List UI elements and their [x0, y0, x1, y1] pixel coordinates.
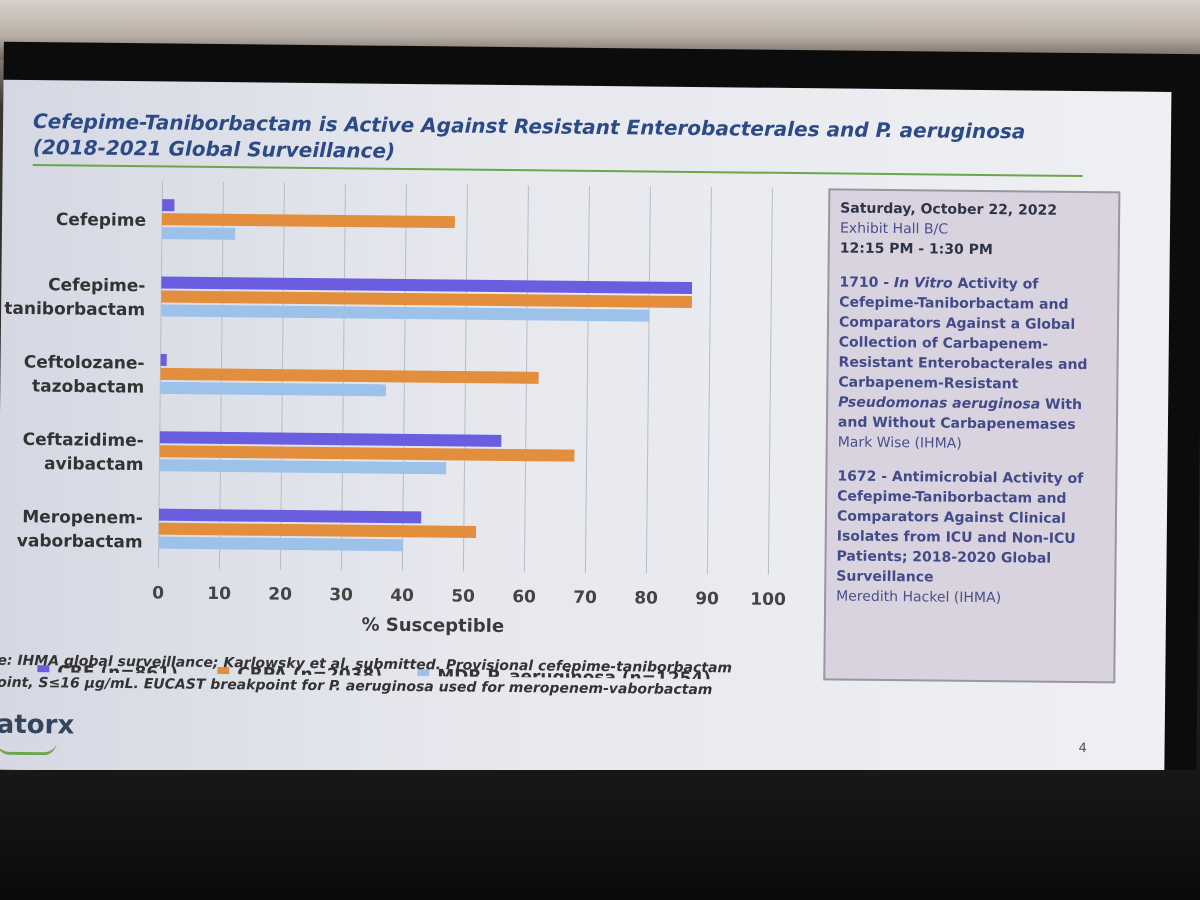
legend-label: MDR P. aeruginosa (n=1254) [437, 666, 711, 680]
footnote: e: IHMA global surveillance; Karlowsky e… [0, 650, 797, 702]
page-number: 4 [1078, 741, 1087, 757]
footnote-line2b: used for meropenem-vaborbactam [433, 679, 713, 699]
category-label: taniborbactam [4, 299, 145, 320]
x-tick-label: 90 [695, 589, 719, 609]
session-date: Saturday, October 22, 2022 [840, 200, 1058, 219]
x-tick-label: 40 [390, 586, 414, 606]
category-label: Ceftolozane- [24, 352, 145, 373]
bar [158, 508, 422, 524]
talk1-author: Mark Wise (IHMA) [837, 434, 962, 452]
bar [161, 304, 650, 322]
talk2-title: 1672 - Antimicrobial Activity of Cefepim… [836, 468, 1084, 586]
category-label: Cefepime- [48, 275, 145, 296]
slide-title: Cefepime-Taniborbactam is Active Against… [33, 108, 1113, 171]
gridline [584, 185, 590, 573]
bar [160, 381, 387, 397]
bar [161, 227, 236, 240]
talk1-italic: In Vitro [893, 275, 953, 292]
bar [160, 353, 167, 366]
title-line2: (2018-2021 Global Surveillance) [32, 135, 396, 163]
title-italic: P. aeruginosa [875, 117, 1026, 144]
category-label: Meropenem- [22, 507, 143, 528]
bar [158, 522, 477, 539]
bar [162, 199, 175, 212]
category-label: tazobactam [32, 377, 144, 398]
talk1-title-italic: Pseudomonas aeruginosa [838, 394, 1041, 413]
logo-swoosh [0, 741, 57, 756]
x-tick-label: 30 [329, 585, 353, 605]
footnote-line2a: oint, S≤16 µg/mL. EUCAST breakpoint for [0, 674, 330, 695]
slide: Cefepime-Taniborbactam is Active Against… [0, 79, 1172, 782]
bar [160, 367, 539, 384]
footnote-line1: e: IHMA global surveillance; Karlowsky e… [0, 652, 733, 677]
x-tick-label: 0 [152, 583, 164, 603]
bar [159, 431, 502, 447]
x-tick-label: 80 [634, 588, 658, 608]
gridline [767, 187, 773, 575]
gridline [645, 186, 651, 574]
session-time: 12:15 PM - 1:30 PM [839, 240, 993, 259]
bar-chart: 0 10 20 30 40 50 60 70 80 90 100 % Susceptible Cefep… [4, 181, 786, 681]
x-tick-label: 10 [207, 584, 231, 604]
bar [159, 445, 575, 462]
bar [161, 213, 455, 229]
x-tick-label: 60 [512, 587, 536, 607]
talk1-title-a: Activity of Cefepime-Taniborbactam and C… [838, 275, 1088, 393]
footnote-italic: P. aeruginosa [328, 678, 434, 696]
x-tick-label: 70 [573, 588, 597, 608]
room-floor [0, 770, 1200, 900]
company-logo: atorx [0, 709, 75, 741]
bar [161, 290, 692, 309]
category-label: Ceftazidime- [23, 430, 144, 451]
session-venue: Exhibit Hall B/C [839, 220, 949, 238]
bar [161, 276, 693, 295]
category-label: vaborbactam [17, 531, 143, 552]
talk1-number: 1710 - [839, 274, 895, 292]
gridline [706, 187, 712, 575]
bar [158, 536, 403, 552]
session-info-panel: Saturday, October 22, 2022 Exhibit Hall … [823, 188, 1121, 684]
x-tick-label: 50 [451, 586, 475, 606]
projector-screen: Cefepime-Taniborbactam is Active Against… [0, 41, 1200, 795]
x-axis-label: % Susceptible [361, 615, 504, 637]
category-label: Cefepime [56, 210, 146, 231]
x-tick-label: 100 [750, 590, 786, 610]
x-tick-label: 20 [268, 585, 292, 605]
bar [159, 459, 447, 475]
talk2-author: Meredith Hackel (IHMA) [836, 588, 1002, 607]
category-label: avibactam [44, 454, 144, 475]
